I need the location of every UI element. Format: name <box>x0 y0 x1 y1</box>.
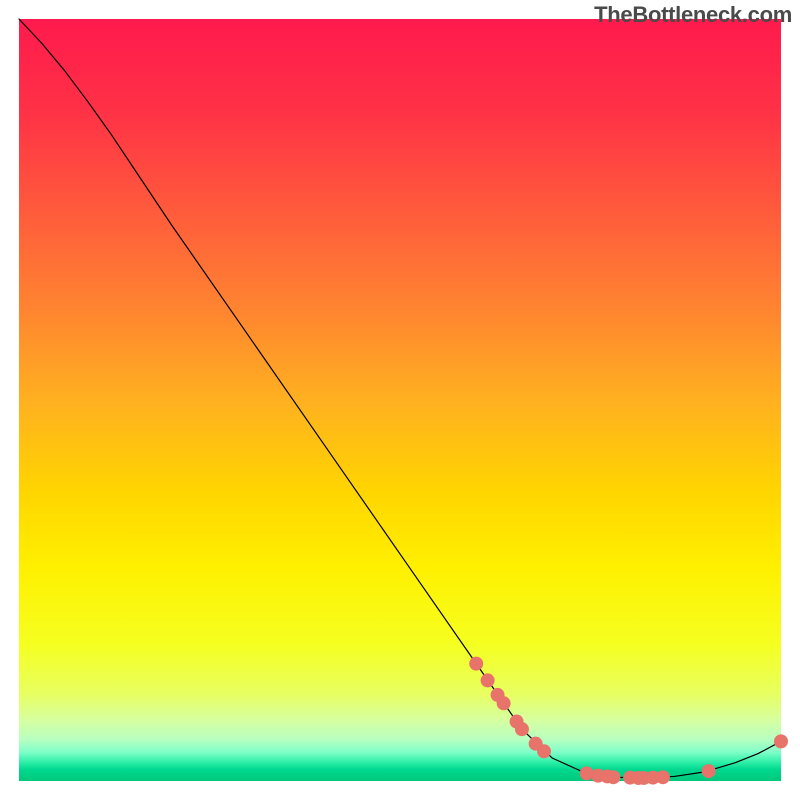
data-marker <box>775 735 788 748</box>
data-marker <box>470 657 483 670</box>
data-marker <box>607 771 620 784</box>
data-marker <box>497 697 510 710</box>
data-marker <box>580 767 593 780</box>
data-marker <box>515 723 528 736</box>
chart-svg <box>0 0 800 800</box>
data-marker <box>481 674 494 687</box>
data-marker <box>538 745 551 758</box>
data-marker <box>656 771 669 784</box>
plot-background <box>19 19 781 781</box>
bottleneck-chart: TheBottleneck.com <box>0 0 800 800</box>
data-marker <box>702 765 715 778</box>
